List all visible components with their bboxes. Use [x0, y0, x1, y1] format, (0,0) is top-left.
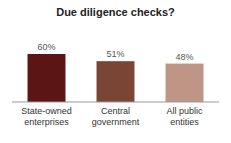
title: Due diligence checks?	[56, 6, 175, 18]
data-label: 48%	[175, 52, 193, 62]
data-label: 60%	[37, 42, 55, 52]
x-tick-label: Centralgovernment	[92, 106, 140, 127]
bar	[28, 54, 66, 102]
bar	[97, 61, 135, 102]
chart-container: Due diligence checks? 60% 51% 48% State-owne…	[0, 0, 231, 143]
x-tick-label: State-ownedenterprises	[21, 106, 72, 127]
bar	[166, 64, 204, 102]
x-tick-label: All publicentities	[166, 106, 203, 127]
x-axis-line	[12, 102, 219, 103]
data-label: 51%	[106, 49, 124, 59]
chart-svg: Due diligence checks? 60% 51% 48% State-owne…	[0, 0, 231, 143]
